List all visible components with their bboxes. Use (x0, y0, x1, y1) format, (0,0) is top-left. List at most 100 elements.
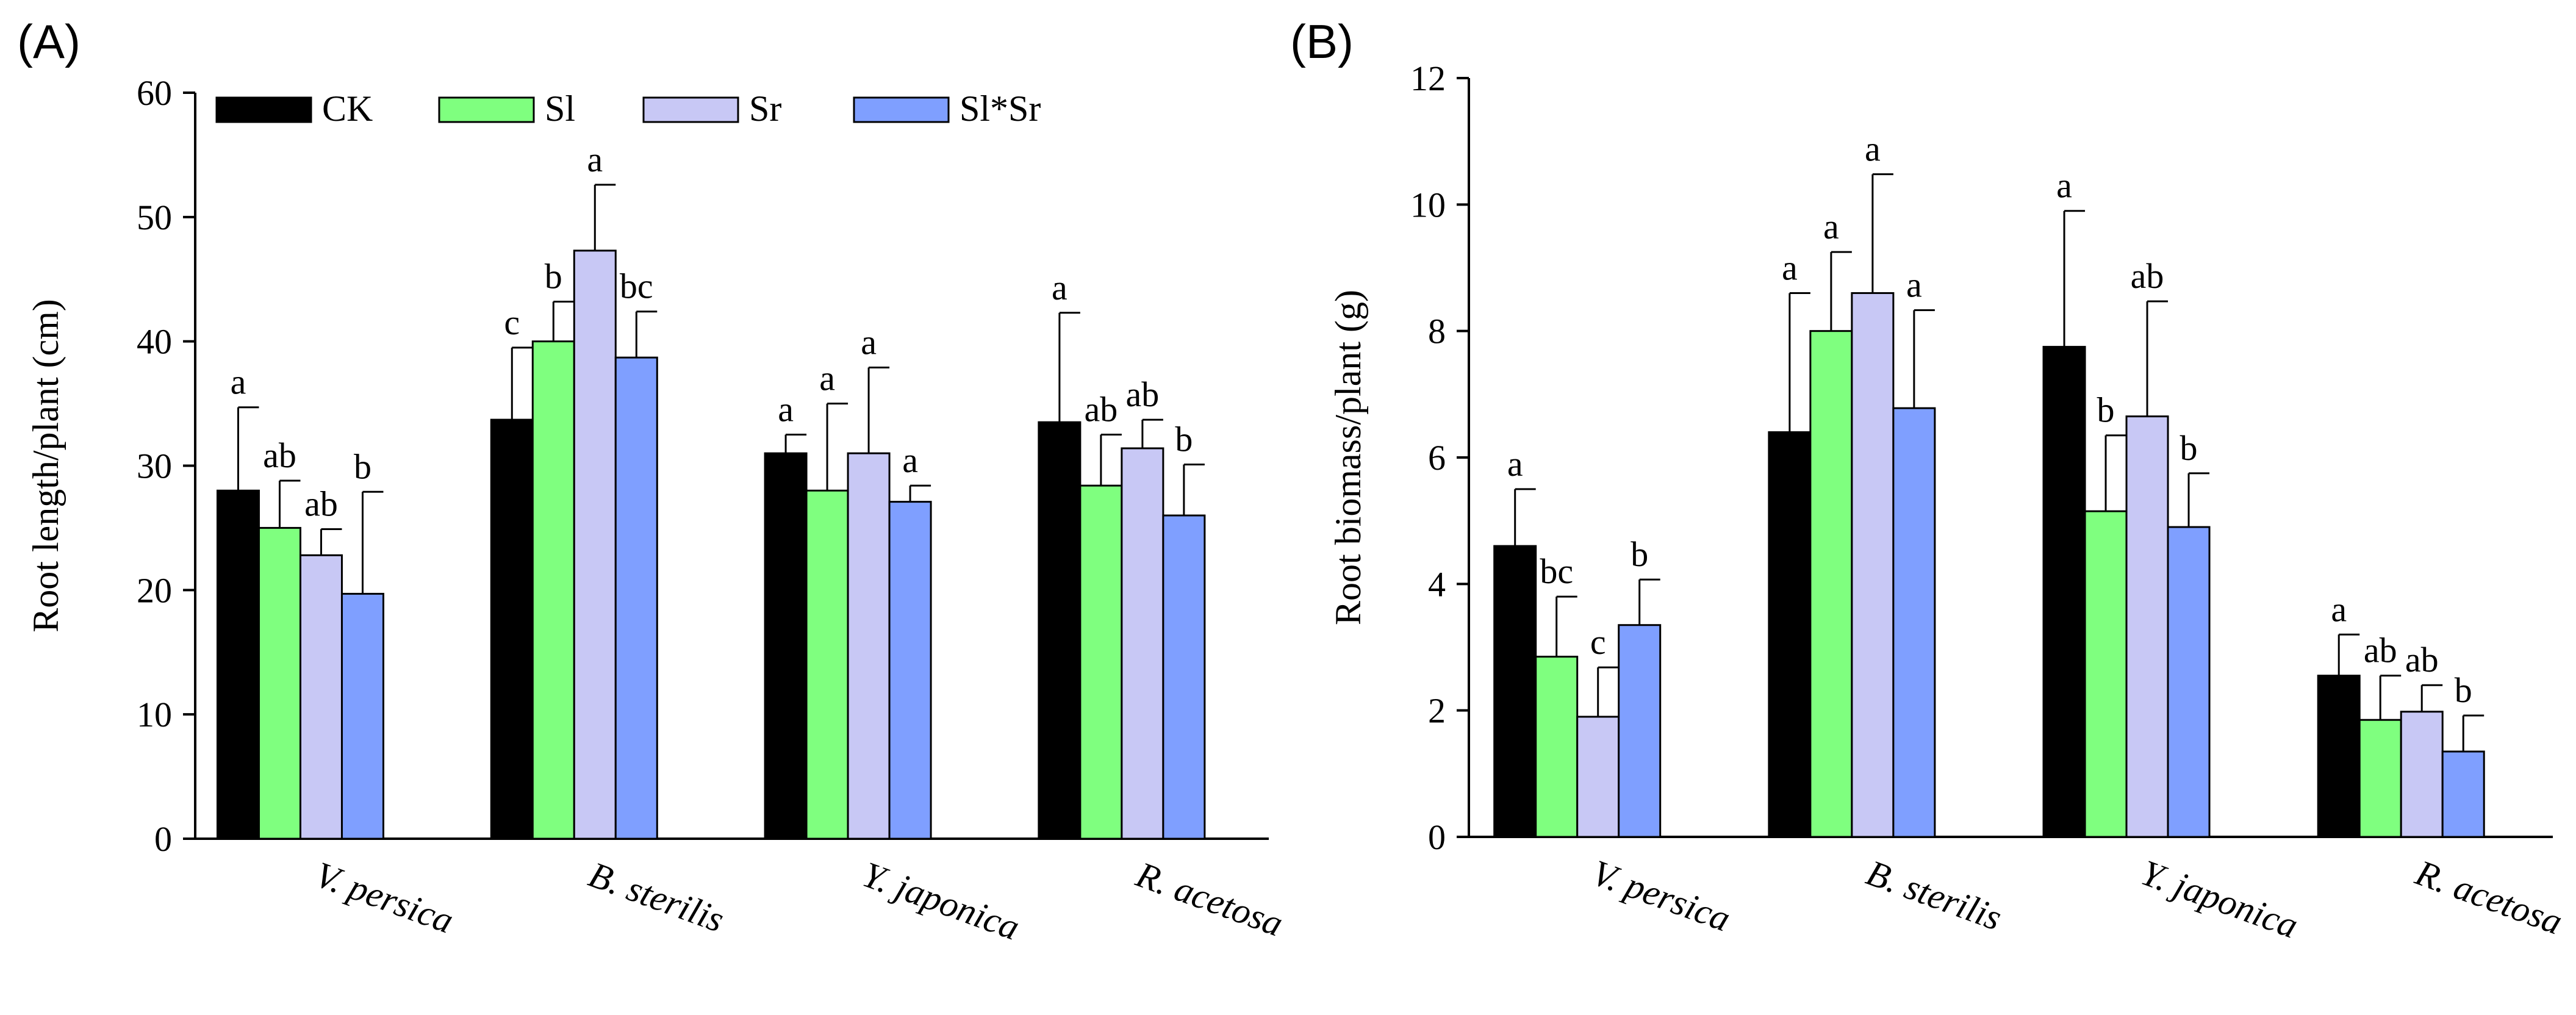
chart0-significance-letter-0-1: c (504, 303, 520, 342)
chart0-significance-letter-2-3: ab (1126, 375, 1160, 414)
chart1-bar-ck-2 (2042, 346, 2086, 838)
chart1-bar-sr-2 (2125, 415, 2169, 838)
chart1-significance-letter-1-0: bc (1540, 551, 1573, 591)
chart0-bar-ck-1 (490, 418, 534, 840)
chart0-y-tick-label-2: 20 (137, 570, 172, 610)
chart0-significance-letter-3-3: b (1175, 419, 1193, 459)
chart0-bar-sl-0 (257, 526, 301, 840)
chart1-y-tick-label-3: 6 (1428, 438, 1446, 478)
chart0-significance-letter-0-2: a (778, 390, 794, 429)
chart1-bar-sl-1 (1809, 330, 1853, 838)
chart1-y-tick-label-4: 8 (1428, 312, 1446, 351)
chart1-x-tick-label-2: Y. japonica (2136, 852, 2303, 946)
chart0-significance-letter-2-2: a (861, 322, 877, 362)
chart1-significance-letter-3-3: b (2455, 670, 2472, 710)
chart1-significance-letter-3-1: a (1906, 265, 1922, 304)
chart1-significance-letter-0-2: a (2056, 166, 2072, 206)
chart0-bar-sr-0 (299, 554, 343, 840)
chart0-x-tick-label-2: Y. japonica (858, 854, 1025, 948)
chart1-significance-letter-2-0: c (1590, 622, 1606, 662)
chart1-bar-sr-1 (1851, 292, 1895, 838)
legend-swatch-sl (438, 96, 535, 123)
chart0-x-tick-label-3: R. acetosa (1130, 854, 1288, 944)
chart0-y-tick-label-5: 50 (137, 198, 172, 237)
chart0-bar-sl-3 (1079, 484, 1123, 840)
chart1-significance-letter-2-1: a (1865, 129, 1881, 169)
chart1-x-tick-label-3: R. acetosa (2410, 852, 2567, 942)
chart1-bar-sl-3 (2358, 719, 2402, 838)
legend-swatch-sr (642, 96, 739, 123)
chart1-y-tick-label-1: 2 (1428, 691, 1446, 731)
chart0-x-tick-label-1: B. sterilis (584, 854, 730, 940)
chart1-bar-slxsr-3 (2441, 750, 2485, 838)
chart1-bar-sl-2 (2084, 510, 2128, 838)
chart1-bar-ck-1 (1768, 431, 1812, 838)
chart1-bar-sr-3 (2400, 711, 2444, 838)
chart0-significance-letter-2-0: ab (304, 484, 338, 523)
chart1-y-tick-label-0: 0 (1428, 817, 1446, 857)
chart0-bar-slxsr-2 (888, 501, 932, 840)
chart0-bar-sr-1 (573, 249, 617, 840)
chart1-x-tick-label-0: V. persica (1587, 852, 1735, 939)
chart0-x-tick-label-0: V. persica (310, 854, 459, 941)
chart1-bar-ck-3 (2317, 675, 2361, 838)
chart0-significance-letter-0-3: a (1052, 268, 1067, 307)
chart0-significance-letter-1-2: a (819, 359, 835, 398)
chart1-bar-slxsr-1 (1892, 407, 1936, 838)
chart1-bar-ck-0 (1493, 545, 1537, 838)
chart1-y-tick-label-2: 4 (1428, 564, 1446, 604)
chart1-significance-letter-1-3: ab (2364, 631, 2397, 670)
chart0-bar-sr-2 (847, 452, 891, 840)
legend-swatch-ck (215, 96, 312, 123)
chart1-panel-label: (B) (1290, 15, 1354, 68)
chart0-significance-letter-3-2: a (902, 440, 918, 480)
chart0-significance-letter-1-3: ab (1085, 390, 1118, 429)
chart0-y-axis-label: Root length/plant (cm) (26, 299, 66, 633)
chart1-significance-letter-3-0: b (1631, 534, 1648, 574)
chart1-significance-letter-1-1: a (1823, 207, 1839, 246)
chart0-significance-letter-2-1: a (587, 140, 603, 179)
chart1-bar-sr-0 (1576, 716, 1620, 838)
chart0-bar-slxsr-1 (614, 356, 658, 840)
chart0-bar-sr-3 (1121, 447, 1164, 840)
legend-label-ck: CK (322, 88, 373, 129)
chart0-bar-slxsr-0 (340, 592, 384, 840)
chart0-significance-letter-1-0: ab (263, 436, 296, 475)
chart0-bar-sl-1 (531, 340, 575, 840)
chart1-significance-letter-1-2: b (2097, 390, 2115, 430)
chart1-significance-letter-2-2: ab (2131, 256, 2164, 296)
chart1-significance-letter-3-2: b (2180, 428, 2198, 468)
chart0-panel-label: (A) (17, 15, 81, 68)
chart1-bar-slxsr-0 (1618, 624, 1662, 838)
chart0-significance-letter-1-1: b (545, 256, 562, 296)
chart0-bar-ck-2 (764, 452, 808, 840)
chart1-significance-letter-0-0: a (1507, 444, 1523, 484)
legend-label-sl: Sl (545, 88, 575, 129)
chart0-significance-letter-0-0: a (231, 362, 246, 402)
chart0-y-tick-label-6: 60 (137, 73, 172, 113)
chart0-y-tick-label-4: 40 (137, 322, 172, 362)
legend-label-slxsr: Sl*Sr (960, 88, 1041, 129)
legend-label-sr: Sr (749, 88, 781, 129)
chart0-bar-sl-2 (805, 489, 849, 840)
chart0-y-tick-label-1: 10 (137, 695, 172, 734)
chart1-significance-letter-2-3: ab (2405, 640, 2439, 680)
chart0-bar-slxsr-3 (1162, 514, 1206, 840)
chart0-y-tick-label-3: 30 (137, 447, 172, 486)
chart1-x-tick-label-1: B. sterilis (1861, 852, 2007, 938)
chart1-bar-sl-0 (1535, 656, 1579, 838)
chart0-significance-letter-3-0: b (354, 447, 371, 486)
chart0-bar-ck-0 (216, 489, 260, 840)
chart0-significance-letter-3-1: bc (620, 267, 653, 306)
chart0-bar-ck-3 (1038, 421, 1082, 840)
chart1-y-tick-label-6: 12 (1410, 59, 1446, 98)
legend-swatch-slxsr (853, 96, 950, 123)
chart1-y-tick-label-5: 10 (1410, 185, 1446, 224)
chart1-significance-letter-0-1: a (1782, 248, 1798, 287)
chart1-bar-slxsr-2 (2167, 526, 2211, 838)
chart1-y-axis-label: Root biomass/plant (g) (1328, 290, 1368, 625)
chart1-significance-letter-0-3: a (2331, 589, 2347, 629)
chart0-y-tick-label-0: 0 (154, 819, 172, 859)
